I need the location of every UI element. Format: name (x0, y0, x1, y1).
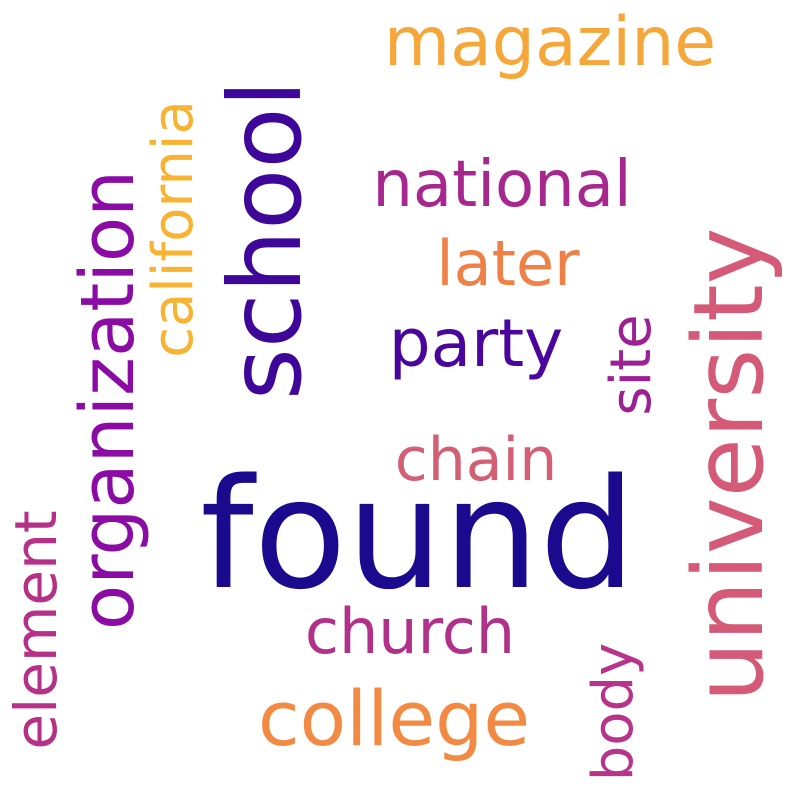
word-party: party (388, 305, 564, 382)
word-later: later (436, 227, 580, 300)
word-national: national (372, 148, 632, 222)
word-chain: chain (394, 425, 558, 495)
word-university: university (673, 227, 785, 703)
word-element: element (2, 510, 70, 750)
word-magazine: magazine (383, 3, 717, 82)
word-organization: organization (65, 169, 151, 631)
word-church: church (304, 595, 516, 668)
word-found: found (200, 446, 636, 623)
word-california: california (141, 100, 206, 358)
word-college: college (257, 674, 531, 763)
word-school: school (207, 79, 324, 401)
word-site: site (599, 314, 664, 416)
word-body: body (581, 642, 646, 782)
